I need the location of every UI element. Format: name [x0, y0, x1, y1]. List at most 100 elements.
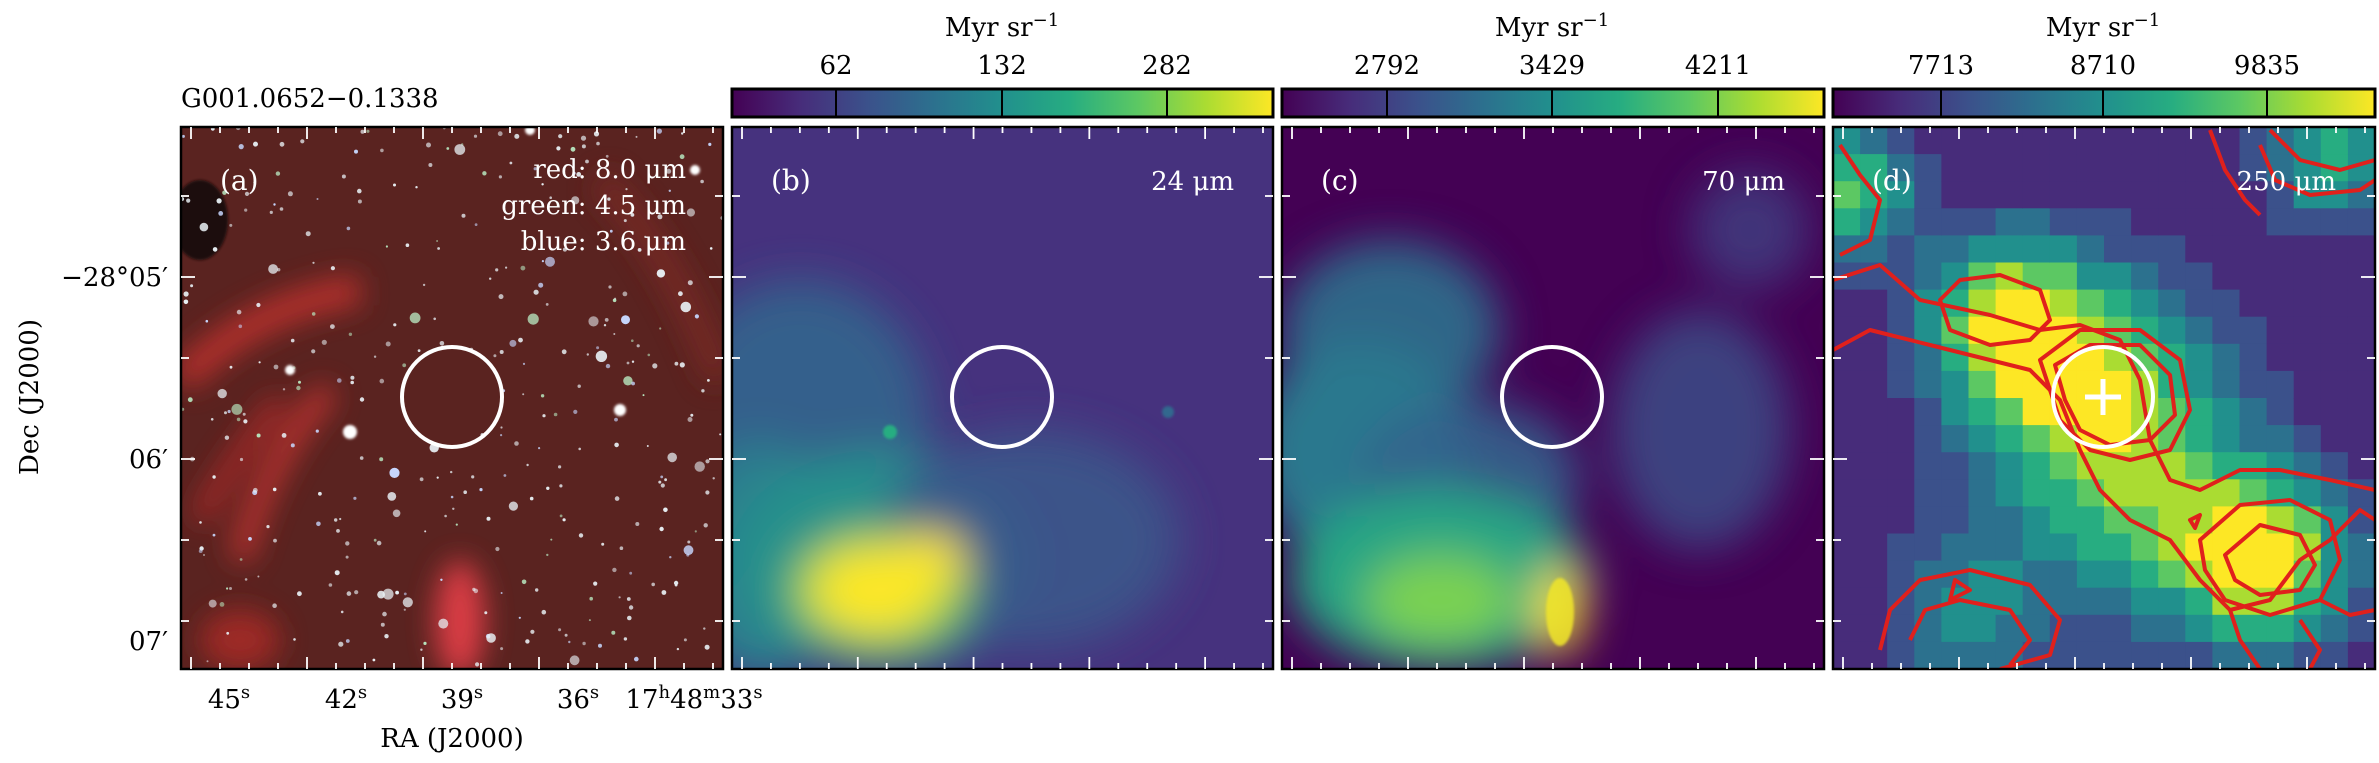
star: [213, 247, 218, 252]
star: [634, 657, 639, 662]
star: [658, 481, 661, 484]
star: [500, 434, 502, 436]
star: [424, 530, 426, 532]
star: [440, 579, 442, 581]
star: [675, 362, 679, 366]
star: [316, 430, 319, 433]
star: [266, 525, 269, 528]
star: [667, 453, 677, 463]
star: [596, 346, 599, 349]
star: [623, 376, 632, 385]
star: [625, 188, 627, 190]
star: [296, 386, 300, 390]
star: [229, 587, 232, 590]
star: [373, 659, 376, 662]
star: [280, 142, 285, 147]
star: [535, 588, 538, 591]
colorbar-c: 2792 3429 4211 Myr sr−1: [1282, 10, 1824, 117]
star: [339, 518, 341, 520]
star: [423, 284, 425, 286]
star: [293, 638, 296, 641]
star: [300, 139, 304, 143]
colorbar-c-unit: Myr sr−1: [1495, 10, 1609, 43]
star: [493, 354, 496, 357]
star: [237, 310, 242, 315]
star: [237, 418, 241, 422]
star: [657, 129, 662, 134]
star: [542, 414, 545, 417]
star: [420, 477, 424, 481]
panel-b-tag: (b): [771, 164, 811, 197]
star: [380, 149, 384, 153]
star: [546, 303, 549, 306]
star: [226, 632, 229, 635]
star: [675, 584, 678, 587]
star: [554, 413, 558, 417]
star: [337, 378, 342, 383]
star: [199, 521, 202, 524]
star: [560, 515, 563, 518]
star: [341, 611, 344, 614]
star: [317, 198, 319, 200]
bright-star: [614, 404, 626, 416]
star: [558, 628, 561, 631]
panel-b-image: [670, 127, 1273, 680]
star: [695, 314, 699, 318]
star: [240, 458, 243, 461]
star: [648, 354, 651, 357]
star: [182, 135, 185, 138]
star: [713, 477, 715, 479]
star: [342, 175, 346, 179]
star: [680, 362, 685, 367]
ra-tick-labels: 45s 42s 39s 36s 17h48m33s: [208, 682, 763, 715]
star: [382, 612, 387, 617]
star: [495, 547, 499, 551]
star: [393, 510, 401, 518]
star: [387, 492, 396, 501]
colorbar-c-tick: 2792: [1354, 51, 1420, 81]
star: [354, 150, 358, 154]
star: [614, 418, 618, 422]
panel-c: (c) 70 μm: [1250, 127, 1824, 670]
star: [688, 280, 693, 285]
star: [331, 266, 335, 270]
star: [379, 457, 383, 461]
star: [606, 364, 610, 368]
star: [605, 318, 609, 322]
star: [345, 541, 349, 545]
star: [346, 639, 350, 643]
star: [598, 644, 602, 648]
panel-b: (b) 24 μm: [670, 127, 1273, 680]
star: [297, 591, 302, 596]
star: [471, 475, 474, 478]
star: [582, 144, 586, 148]
star: [489, 278, 491, 280]
star: [562, 349, 567, 354]
colorbar-d-tick: 9835: [2234, 51, 2300, 81]
star: [253, 142, 258, 147]
panel-a: (a) red: 8.0 μm green: 4.5 μm blue: 3.6 …: [172, 125, 725, 680]
star: [627, 362, 630, 365]
star: [389, 468, 399, 478]
star: [703, 627, 705, 629]
dec-axis-label: Dec (J2000): [15, 319, 45, 475]
star: [306, 231, 311, 236]
dec-tick-label: 06′: [129, 445, 168, 475]
star: [581, 136, 586, 141]
colorbar-b-tick: 282: [1142, 51, 1192, 81]
panel-d: (d) 250 μm: [1833, 127, 2376, 670]
star: [220, 602, 225, 607]
star: [243, 413, 246, 416]
star: [347, 591, 352, 596]
star: [588, 316, 598, 326]
star: [688, 417, 693, 422]
star: [530, 630, 534, 634]
star: [450, 471, 452, 473]
star: [256, 303, 260, 307]
panel-a-tag: (a): [220, 164, 259, 197]
star: [272, 603, 277, 608]
star: [601, 543, 604, 546]
bright-star: [285, 365, 295, 375]
star: [257, 434, 261, 438]
star: [206, 320, 209, 323]
